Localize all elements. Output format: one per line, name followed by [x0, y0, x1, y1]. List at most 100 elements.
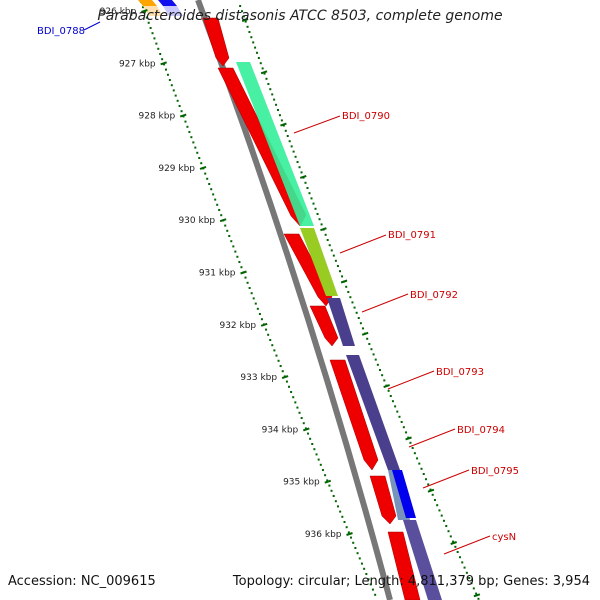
outer-minor-tick: [436, 504, 439, 507]
label-BDI_0794: BDI_0794: [457, 425, 505, 436]
accession-label: Accession: NC_009615: [8, 574, 156, 589]
minor-tick: [240, 266, 243, 269]
minor-tick: [311, 443, 314, 445]
minor-tick: [326, 479, 329, 482]
label-BDI_0793: BDI_0793: [436, 367, 484, 378]
outer-minor-tick: [300, 171, 303, 174]
minor-tick: [356, 552, 359, 555]
outer-minor-tick: [284, 129, 287, 132]
minor-tick: [141, 6, 144, 9]
minor-tick: [317, 458, 320, 461]
outer-minor-tick: [456, 551, 459, 553]
outer-minor-tick: [239, 5, 242, 7]
outer-minor-tick: [389, 395, 392, 397]
outer-minor-tick: [409, 441, 412, 444]
outer-minor-tick: [290, 145, 293, 148]
leader-BDI_0788: [83, 21, 101, 31]
minor-tick: [206, 177, 209, 180]
minor-tick: [210, 188, 213, 191]
outer-minor-tick: [263, 72, 266, 75]
minor-tick: [236, 255, 239, 258]
outer-minor-tick: [345, 285, 348, 288]
outer-minor-tick: [254, 46, 257, 49]
minor-tick: [345, 526, 348, 529]
outer-minor-tick: [418, 462, 421, 465]
outer-major-tick: [450, 541, 458, 545]
minor-tick: [367, 578, 370, 581]
minor-tick: [352, 541, 355, 544]
minor-tick: [334, 500, 337, 503]
tick-label: 928 kbp: [139, 112, 176, 122]
outer-minor-tick: [402, 426, 405, 429]
outer-minor-tick: [246, 25, 249, 28]
outer-minor-tick: [433, 499, 436, 501]
minor-tick: [178, 105, 181, 107]
outer-minor-tick: [349, 296, 352, 299]
outer-minor-tick: [413, 452, 416, 455]
minor-tick: [153, 37, 156, 40]
tick-label: 932 kbp: [219, 321, 256, 331]
minor-tick: [174, 94, 177, 97]
minor-tick: [324, 474, 327, 477]
minor-tick: [252, 297, 255, 300]
outer-minor-tick: [422, 473, 425, 475]
outer-minor-tick: [465, 571, 468, 574]
gene-cysN-block: [403, 520, 442, 600]
minor-tick: [188, 131, 191, 133]
minor-tick: [214, 198, 217, 201]
tick-label: 930 kbp: [178, 216, 215, 226]
minor-tick: [290, 391, 293, 393]
minor-tick: [180, 110, 183, 113]
outer-minor-tick: [244, 20, 247, 23]
outer-minor-tick: [338, 270, 341, 273]
outer-minor-tick: [442, 519, 445, 522]
label-BDI_0790: BDI_0790: [342, 111, 390, 122]
outer-minor-tick: [248, 31, 251, 33]
outer-major-tick: [340, 279, 348, 284]
outer-major-tick: [383, 384, 390, 389]
gene-BDI_0790-block: [236, 62, 314, 226]
outer-major-tick: [361, 331, 369, 336]
outer-minor-tick: [461, 561, 464, 564]
minor-tick: [170, 84, 173, 87]
minor-tick: [218, 209, 221, 211]
cds-arrow-6: [369, 475, 397, 525]
outer-minor-tick: [278, 114, 281, 117]
minor-tick: [234, 250, 237, 253]
outer-minor-tick: [347, 291, 350, 293]
minor-tick: [186, 125, 189, 128]
minor-tick: [285, 380, 288, 383]
major-tick: [179, 113, 187, 118]
minor-tick: [363, 567, 366, 570]
minor-tick: [161, 58, 164, 61]
outer-minor-tick: [475, 592, 478, 595]
gene-BDI_0793-block: [346, 355, 400, 470]
minor-tick: [208, 183, 211, 185]
minor-tick: [304, 427, 307, 430]
tick-label: 936 kbp: [305, 530, 342, 540]
minor-tick: [196, 151, 199, 154]
outer-minor-tick: [294, 155, 297, 158]
outer-minor-tick: [470, 582, 473, 585]
minor-tick: [258, 313, 261, 315]
minor-tick: [256, 307, 259, 310]
gene-BDI_0795-block: [392, 470, 416, 518]
minor-tick: [216, 203, 219, 206]
minor-tick: [294, 401, 297, 404]
minor-tick: [192, 141, 195, 144]
label-cysN: cysN: [492, 532, 516, 543]
outer-minor-tick: [296, 161, 299, 163]
minor-tick: [365, 573, 368, 575]
outer-minor-tick: [368, 343, 371, 345]
outer-minor-tick: [391, 400, 394, 403]
minor-tick: [244, 276, 247, 279]
minor-tick: [315, 453, 318, 456]
outer-minor-tick: [427, 483, 430, 486]
minor-tick: [319, 463, 322, 466]
outer-major-tick: [320, 227, 327, 232]
outer-minor-tick: [355, 311, 358, 314]
outer-minor-tick: [310, 197, 313, 200]
minor-tick: [288, 385, 291, 388]
outer-minor-tick: [269, 88, 272, 91]
